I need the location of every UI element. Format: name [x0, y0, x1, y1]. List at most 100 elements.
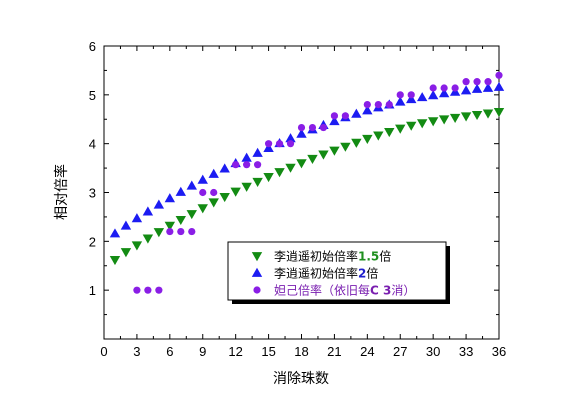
- legend-label-highlight: 1.5: [358, 250, 379, 264]
- data-point: [164, 221, 176, 231]
- data-point: [460, 85, 472, 95]
- series-1: [109, 108, 505, 266]
- data-marks: [109, 71, 505, 294]
- data-point: [362, 134, 373, 144]
- legend-marker: [251, 252, 263, 262]
- data-point: [351, 108, 362, 118]
- y-tick-label: 3: [89, 186, 96, 201]
- data-point: [197, 204, 208, 214]
- y-tick-label: 5: [89, 88, 96, 103]
- data-point: [142, 234, 154, 244]
- x-tick-label: 18: [294, 344, 308, 359]
- data-point: [109, 255, 121, 266]
- legend-label-suffix: 消）: [391, 284, 415, 298]
- y-tick-label: 4: [89, 137, 96, 152]
- data-point: [482, 109, 494, 119]
- data-point: [330, 112, 339, 120]
- data-point: [416, 119, 428, 129]
- data-point: [252, 177, 263, 187]
- data-point: [438, 88, 450, 98]
- legend-marker: [253, 286, 261, 294]
- data-point: [406, 121, 417, 131]
- data-point: [451, 84, 459, 92]
- data-point: [142, 206, 154, 216]
- data-point: [254, 161, 262, 169]
- data-point: [384, 128, 395, 138]
- x-tick-label: 15: [261, 344, 275, 359]
- legend-label-highlight: C 3: [370, 284, 391, 298]
- data-point: [407, 91, 415, 99]
- y-tick-label: 1: [89, 283, 96, 298]
- data-point: [449, 113, 461, 123]
- data-point: [131, 241, 143, 251]
- x-tick-label: 21: [327, 344, 341, 359]
- data-point: [318, 150, 329, 160]
- data-point: [340, 142, 351, 152]
- data-point: [308, 123, 317, 132]
- x-tick-label: 12: [228, 344, 242, 359]
- data-point: [440, 84, 448, 92]
- data-point: [406, 94, 417, 104]
- legend-marker: [251, 267, 263, 277]
- data-point: [274, 168, 285, 178]
- data-point: [427, 90, 439, 100]
- legend-label-prefix: 李逍遥初始倍率: [274, 249, 358, 264]
- data-point: [186, 180, 197, 190]
- data-point: [396, 91, 404, 99]
- legend-label-suffix: 倍: [379, 249, 391, 264]
- data-point: [208, 198, 219, 208]
- data-point: [243, 161, 251, 169]
- data-point: [197, 174, 208, 184]
- data-point: [263, 172, 274, 183]
- legend-label: 李逍遥初始倍率1.5倍: [274, 249, 391, 264]
- x-tick-label: 3: [133, 344, 140, 359]
- data-point: [120, 220, 132, 230]
- data-point: [495, 71, 503, 79]
- data-point: [493, 81, 505, 91]
- data-point: [395, 96, 406, 106]
- data-point: [275, 140, 284, 148]
- data-point: [351, 138, 362, 148]
- legend-label: 妲己倍率（依旧每C 3消）: [274, 283, 415, 298]
- data-point: [177, 227, 185, 236]
- data-point: [175, 215, 187, 226]
- x-tick-label: 24: [360, 344, 374, 359]
- legend-label: 李逍遥初始倍率2倍: [274, 266, 378, 281]
- data-point: [199, 188, 207, 197]
- legend-item-3: 妲己倍率（依旧每C 3消）: [253, 283, 415, 298]
- data-point: [307, 154, 318, 165]
- data-point: [219, 163, 230, 173]
- data-point: [133, 286, 141, 294]
- x-tick-label: 6: [166, 344, 173, 359]
- legend-item-2: 李逍遥初始倍率2倍: [251, 266, 378, 281]
- data-point: [109, 228, 121, 238]
- data-point: [395, 124, 406, 134]
- data-point: [329, 116, 340, 126]
- data-point: [230, 187, 241, 197]
- data-point: [373, 131, 384, 141]
- data-point: [416, 92, 428, 102]
- x-tick-label: 0: [100, 344, 107, 359]
- data-point: [208, 168, 219, 178]
- x-tick-label: 30: [426, 344, 440, 359]
- data-point: [460, 112, 472, 122]
- y-tick-label: 6: [89, 39, 96, 54]
- legend-item-1: 李逍遥初始倍率1.5倍: [251, 249, 391, 264]
- data-point: [473, 78, 481, 86]
- data-point: [296, 128, 307, 138]
- data-point: [144, 286, 152, 294]
- data-point: [120, 248, 132, 258]
- legend-label-prefix: 妲己倍率（依旧每: [274, 283, 370, 298]
- data-point: [219, 192, 230, 203]
- data-point: [241, 152, 252, 162]
- data-point: [285, 163, 296, 173]
- data-point: [427, 117, 439, 127]
- x-tick-label: 36: [492, 344, 506, 359]
- data-point: [471, 83, 483, 93]
- legend-box: [227, 241, 447, 301]
- data-point: [263, 142, 274, 152]
- x-tick-label: 9: [199, 344, 206, 359]
- series-2: [109, 81, 505, 238]
